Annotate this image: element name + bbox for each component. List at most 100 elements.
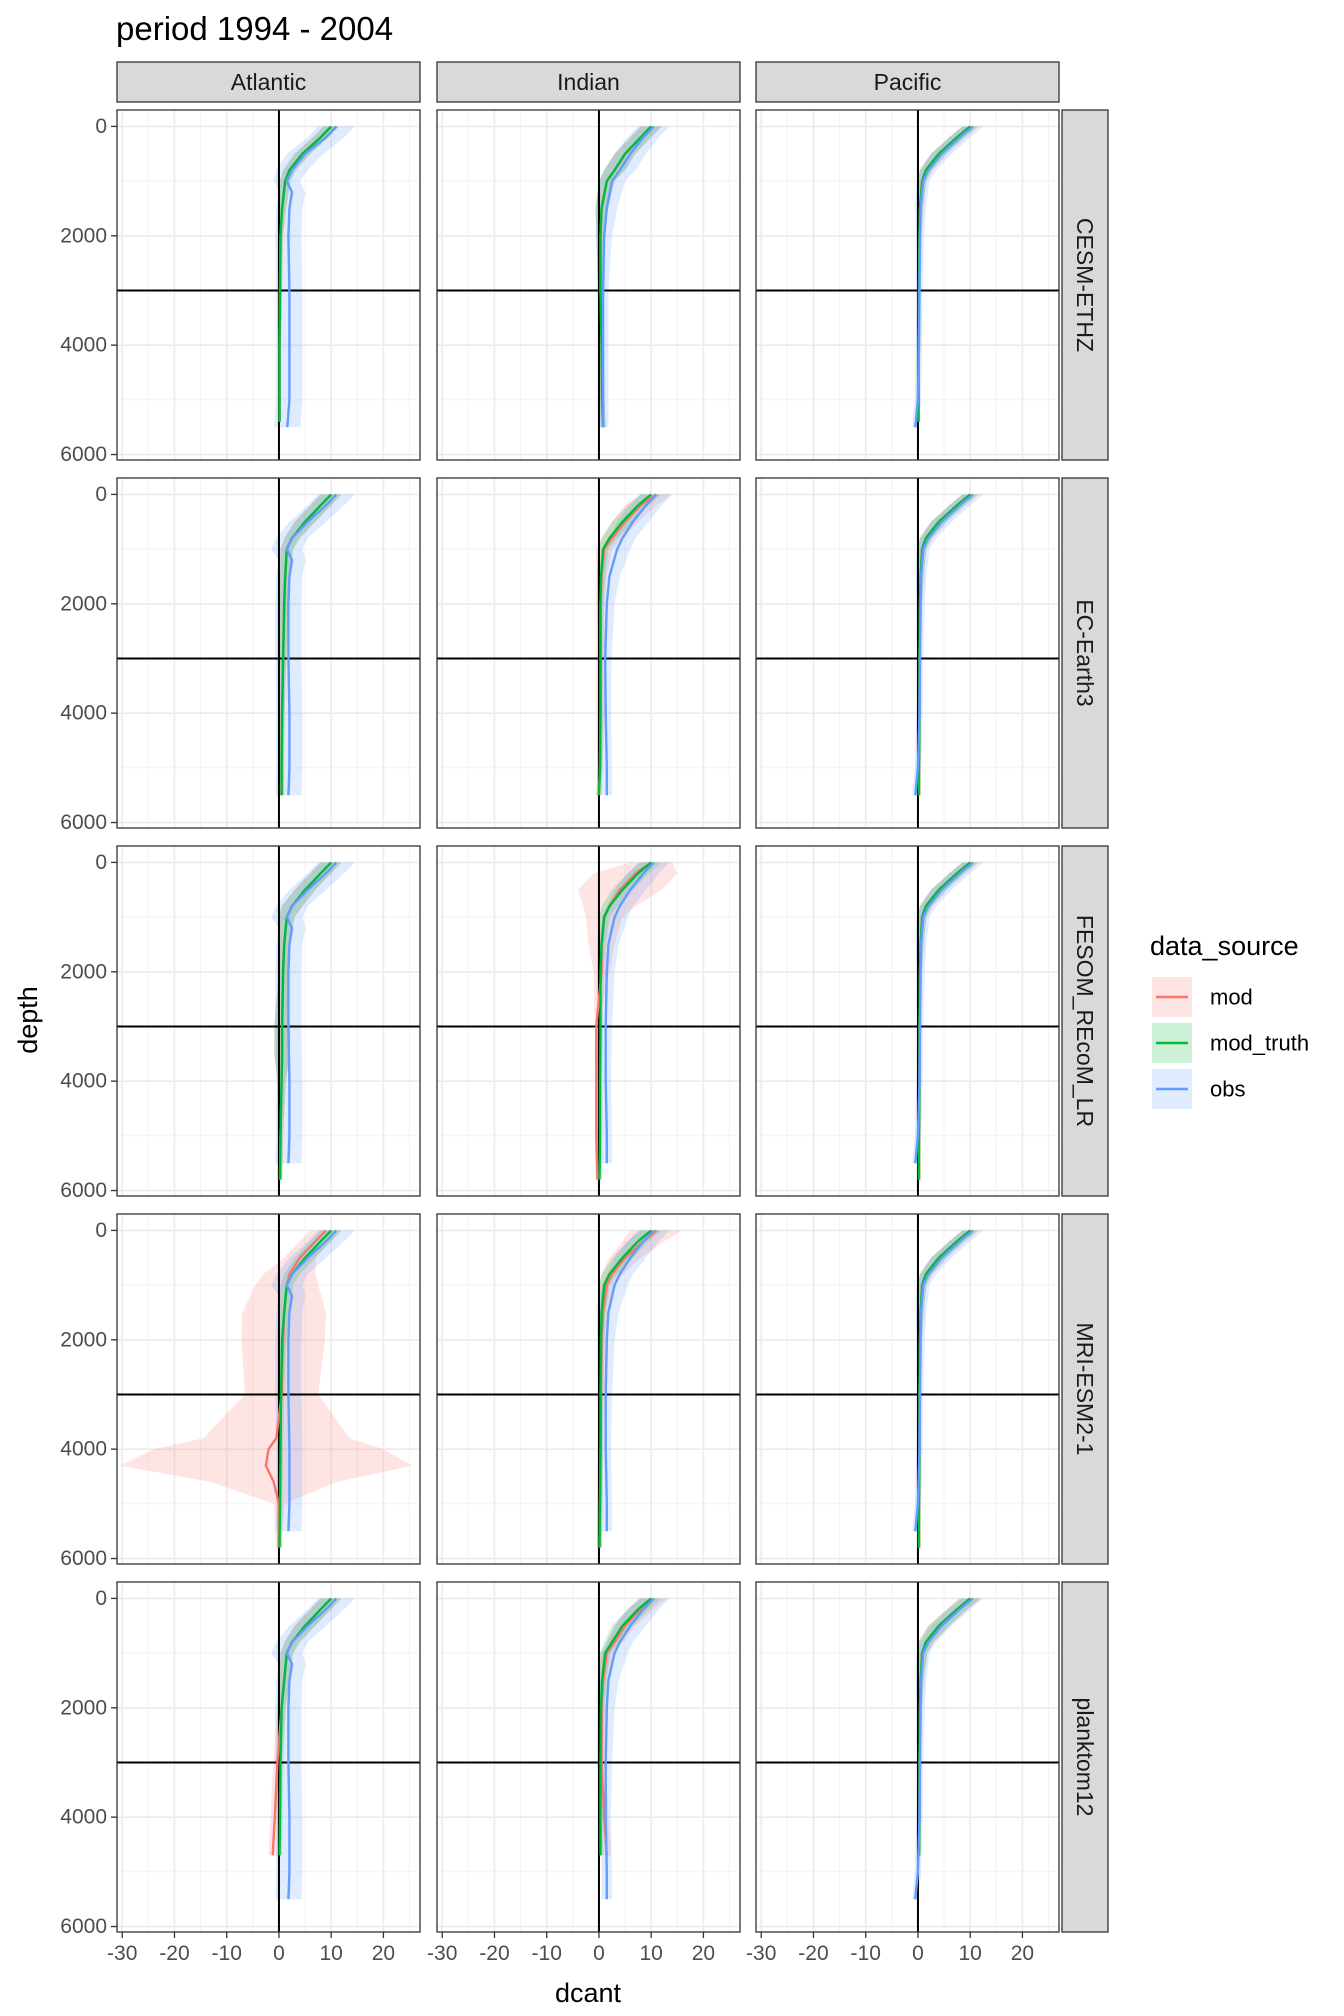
facet-strip-fesom-recom-lr [1061, 845, 1109, 1197]
panel-background [756, 1214, 1059, 1564]
panel-border [755, 1213, 1060, 1565]
panel-border [116, 1581, 421, 1933]
x-tick-label: -20 [159, 1942, 189, 1965]
panel-border [436, 1213, 741, 1565]
x-tick-label: -10 [532, 1942, 562, 1965]
y-tick-label: 6000 [60, 1179, 107, 1202]
x-tick-label: 20 [372, 1942, 395, 1965]
series-line-obs [601, 125, 655, 428]
facet-strip-cesm-ethz [1061, 109, 1109, 461]
y-axis-title: depth [13, 986, 43, 1054]
y-tick-label: 4000 [60, 1070, 107, 1093]
panel-fesom-recom-lr-pacific [755, 845, 1060, 1197]
panel-background [437, 478, 740, 828]
y-tick-label: 0 [95, 1587, 107, 1610]
x-tick-label: 10 [320, 1942, 343, 1965]
panel-border [755, 109, 1060, 461]
x-tick-label: 20 [1011, 1942, 1034, 1965]
series-line-mod-truth [597, 493, 652, 796]
y-tick-label: 4000 [60, 1438, 107, 1461]
panel-background [756, 478, 1059, 828]
facet-strip-label-mri-esm2-1: MRI-ESM2-1 [1072, 1323, 1098, 1456]
panel-border [116, 477, 421, 829]
y-tick-label: 4000 [60, 1806, 107, 1829]
legend-label-mod-truth: mod_truth [1210, 1031, 1309, 1056]
legend-label-mod: mod [1210, 985, 1253, 1010]
y-tick-label: 0 [95, 483, 107, 506]
panel-border [436, 477, 741, 829]
ribbon-obs [271, 1230, 355, 1532]
series-line-mod-truth [278, 125, 333, 422]
facet-strip-label-fesom-recom-lr: FESOM_REcoM_LR [1072, 915, 1098, 1127]
panel-planktom12-pacific [755, 1581, 1060, 1933]
facet-strip-ec-earth3 [1061, 477, 1109, 829]
facet-strip-label-planktom12: planktom12 [1072, 1698, 1098, 1817]
series-line-mod-truth [280, 493, 333, 796]
panel-background [437, 1214, 740, 1564]
x-tick-label: 10 [959, 1942, 982, 1965]
panel-background [756, 110, 1059, 460]
panel-background [756, 1582, 1059, 1932]
panel-background [117, 110, 420, 460]
y-tick-label: 2000 [60, 960, 107, 983]
panel-border [755, 477, 1060, 829]
x-tick-label: -20 [479, 1942, 509, 1965]
ribbon-obs [271, 1598, 355, 1900]
panel-mri-esm2-1-atlantic [116, 1213, 421, 1565]
x-tick-label: -10 [851, 1942, 881, 1965]
y-tick-label: 6000 [60, 443, 107, 466]
panel-ec-earth3-pacific [755, 477, 1060, 829]
panel-background [117, 1214, 420, 1564]
ribbon-obs [273, 126, 355, 428]
series-line-mod-truth [278, 1229, 333, 1548]
y-tick-label: 0 [95, 851, 107, 874]
x-tick-label: 20 [692, 1942, 715, 1965]
facet-strip-mri-esm2-1 [1061, 1213, 1109, 1565]
facet-strip-label-ec-earth3: EC-Earth3 [1072, 599, 1098, 706]
series-line-obs [285, 1229, 338, 1532]
panel-fesom-recom-lr-atlantic [116, 845, 421, 1197]
panel-ec-earth3-atlantic [116, 477, 421, 829]
panel-background [437, 846, 740, 1196]
panel-planktom12-indian [436, 1581, 741, 1933]
facet-strip-pacific [755, 61, 1060, 103]
panel-background [117, 478, 420, 828]
series-line-obs [285, 861, 338, 1164]
panel-background [437, 110, 740, 460]
panels-layer: Atlantic Indian Pacific CESM-ETHZ EC-Earth3 F… [60, 61, 1109, 1965]
ribbon-obs [597, 1598, 670, 1900]
panel-background [756, 846, 1059, 1196]
x-tick-label: -30 [427, 1942, 457, 1965]
panel-border [436, 845, 741, 1197]
series-line-obs [914, 1597, 974, 1900]
x-tick-label: 0 [273, 1942, 285, 1965]
y-tick-label: 0 [95, 115, 107, 138]
y-tick-label: 2000 [60, 1328, 107, 1351]
series-line-mod-truth [599, 1597, 652, 1856]
series-line-obs [914, 1229, 974, 1532]
panel-fesom-recom-lr-indian [436, 845, 741, 1197]
facet-strip-atlantic [116, 61, 421, 103]
panel-border [116, 109, 421, 461]
x-tick-label: -10 [212, 1942, 242, 1965]
x-axis-title: dcant [555, 1978, 622, 2008]
y-tick-label: 2000 [60, 592, 107, 615]
y-tick-label: 4000 [60, 334, 107, 357]
y-tick-label: 4000 [60, 702, 107, 725]
y-tick-label: 6000 [60, 811, 107, 834]
panel-border [755, 1581, 1060, 1933]
facet-strip-planktom12 [1061, 1581, 1109, 1933]
ribbon-obs [596, 126, 670, 428]
legend-title: data_source [1150, 931, 1299, 961]
y-tick-label: 6000 [60, 1915, 107, 1938]
y-tick-label: 6000 [60, 1547, 107, 1570]
series-line-obs [914, 125, 974, 428]
series-line-obs [914, 493, 974, 796]
series-line-obs [914, 861, 974, 1164]
panel-mri-esm2-1-pacific [755, 1213, 1060, 1565]
panel-background [117, 1582, 420, 1932]
series-line-mod-truth [599, 125, 653, 428]
panel-background [437, 1582, 740, 1932]
panel-border [116, 1213, 421, 1565]
